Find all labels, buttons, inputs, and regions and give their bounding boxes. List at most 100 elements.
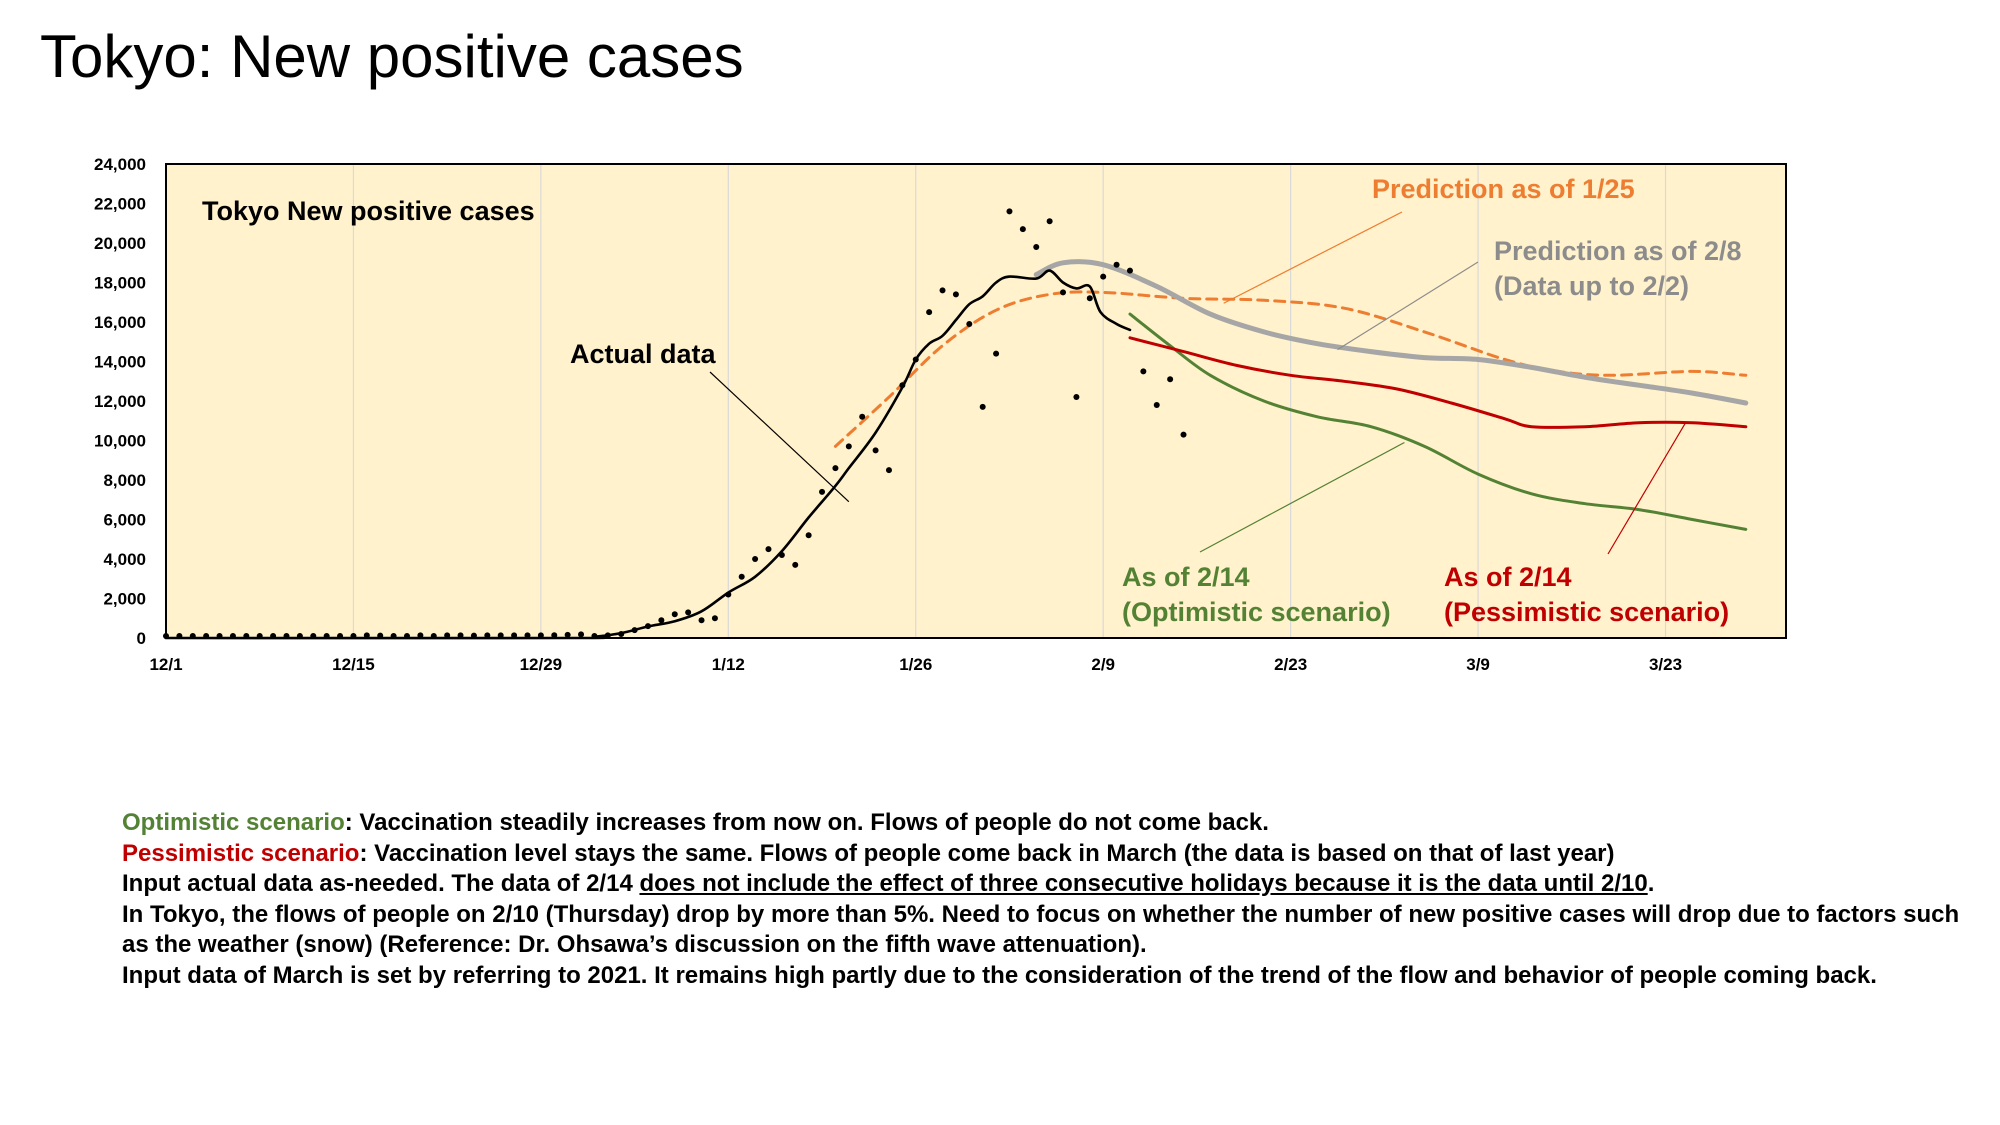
daily-point [1073,394,1080,401]
x-tick-label: 2/9 [1091,655,1115,674]
x-tick-label: 12/29 [520,655,563,674]
x-tick-label: 12/1 [149,655,182,674]
daily-point [1113,261,1120,268]
y-tick-label: 0 [137,629,146,648]
y-axis-ticks: 0 2,000 4,000 6,000 8,000 10,000 12,000 14,000 1… [94,155,146,648]
leader-prediction-1-25 [1223,211,1403,304]
scenario-notes: Optimistic scenario: Vaccination steadil… [122,808,1962,991]
daily-point [511,632,518,639]
daily-point [1140,368,1147,375]
daily-point [1033,243,1040,250]
y-tick-label: 6,000 [103,511,146,530]
series-line-pred125 [833,290,1748,448]
chart-title: Tokyo New positive cases [202,196,535,226]
daily-point [1126,267,1133,274]
daily-point [444,632,451,639]
daily-point [872,447,879,454]
daily-point [711,615,718,622]
note-input-data: Input actual data as-needed. The data of… [122,869,1962,900]
daily-point [845,443,852,450]
daily-point [912,356,919,363]
daily-point [618,631,625,638]
daily-point [417,632,424,639]
label-pessimistic-line2: (Pessimistic scenario) [1444,597,1729,627]
daily-point [832,465,839,472]
daily-point [778,552,785,559]
daily-point [685,609,692,616]
daily-point [698,617,705,624]
daily-point [1167,376,1174,383]
note-input-data-pre: Input actual data as-needed. The data of… [122,870,640,897]
y-tick-label: 4,000 [103,550,146,569]
daily-point [1019,226,1026,233]
note-pessimistic-label: Pessimistic scenario [122,839,360,867]
vertical-gridlines [352,164,1667,638]
note-pessimistic-text: : Vaccination level stays the same. Flow… [359,839,1615,867]
daily-point [363,632,370,639]
y-tick-label: 18,000 [94,274,146,293]
daily-point [457,632,464,639]
label-actual-data: Actual data [570,339,717,369]
note-optimistic-text: : Vaccination steadily increases from no… [344,809,1269,836]
y-tick-label: 10,000 [94,432,146,451]
daily-point [564,631,571,638]
leader-optimistic [1199,441,1405,553]
daily-point [993,350,1000,357]
daily-point [1100,273,1107,280]
daily-point [497,632,504,639]
label-optimistic-line1: As of 2/14 [1122,562,1250,592]
series-line-optimistic [1128,312,1748,531]
daily-point [1046,218,1053,225]
daily-point [484,632,491,639]
note-input-data-post: . [1647,870,1655,897]
note-flows: In Tokyo, the flows of people on 2/10 (T… [122,900,1960,959]
series-line-pred28 [1033,259,1749,406]
label-pessimistic-line1: As of 2/14 [1444,562,1572,592]
x-tick-label: 3/9 [1466,655,1490,674]
y-tick-label: 2,000 [103,590,146,609]
note-optimistic: Optimistic scenario: Vaccination steadil… [122,808,1962,839]
page-title: Tokyo: New positive cases [40,23,744,90]
daily-point [1006,208,1013,215]
x-tick-label: 2/23 [1274,655,1307,674]
daily-point [1153,401,1160,408]
daily-point [1060,289,1067,296]
daily-point [604,632,611,639]
label-prediction-1-25: Prediction as of 1/25 [1372,174,1635,204]
daily-point [644,623,651,630]
plot-frame [165,163,1787,639]
x-tick-label: 12/15 [332,655,375,674]
daily-point [551,632,558,639]
note-pessimistic: Pessimistic scenario: Vaccination level … [122,839,1962,870]
label-optimistic-line2: (Optimistic scenario) [1122,597,1391,627]
daily-point [939,287,946,294]
daily-point [1180,431,1187,438]
daily-point [966,320,973,327]
series-line-pessimistic [1128,336,1748,429]
cases-chart: 0 2,000 4,000 6,000 8,000 10,000 12,000 14,000 1… [94,155,1787,674]
daily-point [805,532,812,539]
y-tick-label: 8,000 [103,471,146,490]
note-march: Input data of March is set by referring … [122,961,1877,989]
label-prediction-2-8-line1: Prediction as of 2/8 [1494,236,1742,266]
daily-point [859,413,866,420]
daily-point [738,573,745,580]
x-tick-label: 1/12 [712,655,745,674]
y-tick-label: 12,000 [94,392,146,411]
y-tick-label: 14,000 [94,353,146,372]
daily-point [1086,295,1093,302]
daily-point [631,627,638,634]
y-tick-label: 22,000 [94,195,146,214]
label-prediction-2-8-line2: (Data up to 2/2) [1494,271,1689,301]
daily-point [819,488,826,495]
daily-point [899,382,906,389]
daily-point [952,291,959,298]
note-input-data-underlined: does not include the effect of three con… [639,870,1648,897]
y-tick-label: 16,000 [94,313,146,332]
daily-point [752,556,759,562]
x-axis-ticks: 12/1 12/15 12/29 1/12 1/26 2/9 2/23 3/9 3/23 [149,655,1682,674]
daily-point [725,591,732,598]
daily-point [524,632,531,639]
daily-point [926,309,933,316]
daily-point [979,403,986,410]
